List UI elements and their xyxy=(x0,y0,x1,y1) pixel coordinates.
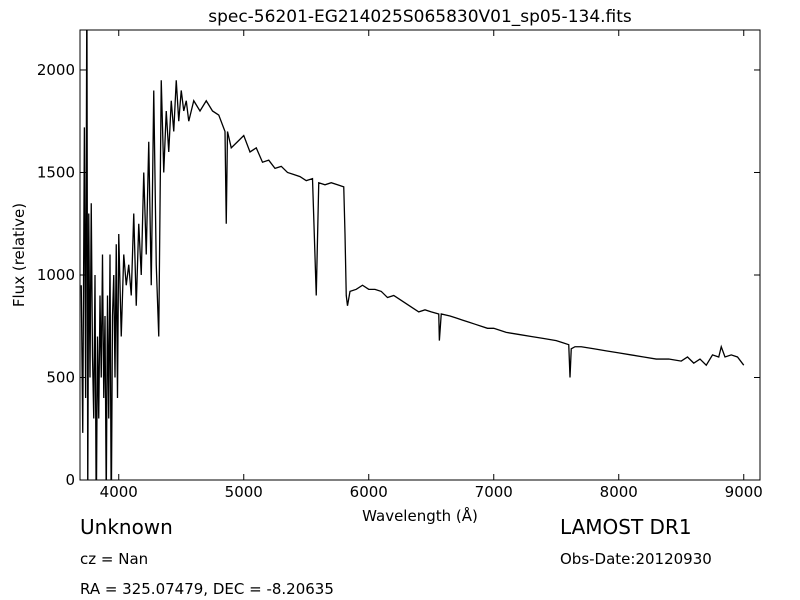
annotation: Obs-Date:20120930 xyxy=(560,550,712,568)
x-tick-label: 8000 xyxy=(600,483,638,501)
x-tick-label: 4000 xyxy=(100,483,138,501)
annotation: RA = 325.07479, DEC = -8.20635 xyxy=(80,580,334,598)
x-tick-label: 9000 xyxy=(725,483,763,501)
chart-title: spec-56201-EG214025S065830V01_sp05-134.f… xyxy=(208,7,632,27)
annotation: cz = Nan xyxy=(80,550,148,568)
x-tick-label: 5000 xyxy=(225,483,263,501)
x-tick-label: 6000 xyxy=(350,483,388,501)
x-tick-label: 7000 xyxy=(475,483,513,501)
plot-frame xyxy=(79,29,761,481)
annotation: Unknown xyxy=(80,515,173,539)
y-tick-label: 1000 xyxy=(37,266,75,284)
annotation: LAMOST DR1 xyxy=(560,515,692,539)
y-tick-label: 1500 xyxy=(37,163,75,181)
x-axis-label: Wavelength (Å) xyxy=(362,506,478,525)
y-tick-label: 2000 xyxy=(37,61,75,79)
y-axis-label: Flux (relative) xyxy=(10,203,28,307)
y-tick-label: 500 xyxy=(46,368,75,386)
spectrum-line xyxy=(80,30,745,480)
y-tick-label: 0 xyxy=(65,471,75,489)
